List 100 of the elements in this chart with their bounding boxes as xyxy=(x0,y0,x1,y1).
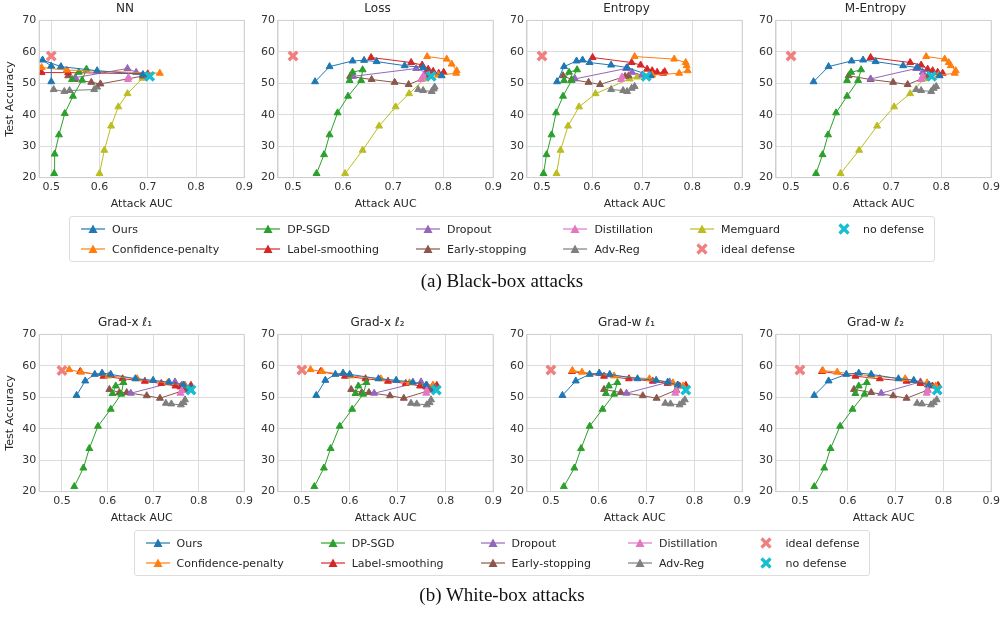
x-tick-label: 0.7 xyxy=(139,180,157,194)
legend-label: Early-stopping xyxy=(511,556,591,570)
x-axis-title: Attack AUC xyxy=(603,511,666,525)
y-tick-label: 40 xyxy=(22,421,37,435)
x-tick-label: 0.7 xyxy=(882,180,900,194)
x-tick-label: 0.8 xyxy=(436,494,455,508)
y-tick-label: 60 xyxy=(759,358,773,372)
y-tick-label: 30 xyxy=(22,139,37,153)
y-tick-label: 50 xyxy=(510,390,524,404)
y-tick-label: 40 xyxy=(759,107,773,121)
y-tick-label: 70 xyxy=(759,13,773,27)
y-tick-label: 20 xyxy=(261,484,275,498)
y-tick-label: 50 xyxy=(759,76,773,90)
legend-label: no defense xyxy=(862,222,924,236)
x-axis-title: Attack AUC xyxy=(852,197,915,211)
y-tick-label: 20 xyxy=(510,170,524,184)
y-tick-label: 50 xyxy=(261,390,275,404)
x-tick-label: 0.6 xyxy=(90,180,109,194)
x-axis-title: Attack AUC xyxy=(603,197,666,211)
legend-label: ideal defense xyxy=(720,242,795,256)
chart-title: Entropy xyxy=(603,1,650,16)
y-tick-label: 60 xyxy=(261,44,275,58)
x-tick-label: 0.6 xyxy=(334,180,352,194)
x-tick-label: 0.6 xyxy=(341,494,359,508)
y-tick-label: 40 xyxy=(510,107,524,121)
x-tick-label: 0.8 xyxy=(932,180,950,194)
x-tick-label: 0.7 xyxy=(388,494,407,508)
legend-label: DP-SGD xyxy=(351,536,395,550)
text: (a) Black-box attacks xyxy=(419,270,585,292)
y-tick-label: 50 xyxy=(510,76,524,90)
legend-label: Dropout xyxy=(447,222,492,236)
y-tick-label: 70 xyxy=(510,13,524,27)
chart-title: NN xyxy=(116,1,134,16)
x-tick-label: 0.5 xyxy=(542,494,560,508)
x-tick-label: 0.5 xyxy=(284,180,302,194)
x-tick-label: 0.7 xyxy=(637,494,656,508)
x-axis-title: Attack AUC xyxy=(852,511,915,525)
text: (b) White-box attacks xyxy=(418,584,586,606)
x-tick-label: 0.7 xyxy=(886,494,905,508)
x-tick-label: 0.9 xyxy=(733,180,751,194)
x-tick-label: 0.9 xyxy=(484,180,502,194)
y-tick-label: 40 xyxy=(22,107,37,121)
x-tick-label: 0.6 xyxy=(583,180,601,194)
x-tick-label: 0.5 xyxy=(791,494,809,508)
y-tick-label: 70 xyxy=(22,327,37,341)
y-tick-label: 60 xyxy=(510,358,524,372)
chart-title: Grad-w ℓ₁ xyxy=(598,315,656,330)
y-tick-label: 60 xyxy=(510,44,524,58)
y-tick-label: 40 xyxy=(510,421,524,435)
y-tick-label: 70 xyxy=(510,327,524,341)
y-tick-label: 70 xyxy=(261,13,275,27)
x-tick-label: 0.6 xyxy=(98,494,117,508)
x-tick-label: 0.5 xyxy=(533,180,551,194)
y-tick-label: 60 xyxy=(22,358,37,372)
x-tick-label: 0.8 xyxy=(685,494,704,508)
x-axis-title: Attack AUC xyxy=(110,197,173,211)
legend-label: Ours xyxy=(112,222,138,236)
x-tick-label: 0.9 xyxy=(982,494,1000,508)
y-tick-label: 30 xyxy=(759,139,773,153)
y-tick-label: 30 xyxy=(22,453,37,467)
legend-label: Distillation xyxy=(658,536,718,550)
chart-title: Grad-x ℓ₂ xyxy=(350,315,405,330)
x-axis-title: Attack AUC xyxy=(354,197,417,211)
y-tick-label: 30 xyxy=(261,453,275,467)
y-tick-label: 60 xyxy=(22,44,37,58)
x-tick-label: 0.8 xyxy=(934,494,953,508)
x-tick-label: 0.7 xyxy=(633,180,651,194)
y-tick-label: 30 xyxy=(261,139,275,153)
x-tick-label: 0.8 xyxy=(187,180,205,194)
x-tick-label: 0.5 xyxy=(293,494,311,508)
legend-label: Dropout xyxy=(511,536,557,550)
legend-label: Memguard xyxy=(720,222,780,236)
x-tick-label: 0.5 xyxy=(782,180,800,194)
legend-label: Distillation xyxy=(594,222,653,236)
y-tick-label: 40 xyxy=(261,421,275,435)
legend-label: Confidence-penalty xyxy=(112,242,220,256)
y-tick-label: 30 xyxy=(510,453,524,467)
legend-label: Adv-Reg xyxy=(594,242,640,256)
chart-title: Grad-w ℓ₂ xyxy=(847,315,905,330)
x-tick-label: 0.5 xyxy=(42,180,61,194)
x-axis-title: Attack AUC xyxy=(354,511,417,525)
chart-title: Grad-x ℓ₁ xyxy=(97,315,153,330)
legend-label: Adv-Reg xyxy=(658,556,705,570)
y-tick-label: 50 xyxy=(759,390,773,404)
y-tick-label: 20 xyxy=(261,170,275,184)
y-tick-label: 60 xyxy=(261,358,275,372)
x-tick-label: 0.5 xyxy=(53,494,71,508)
legend-label: Confidence-penalty xyxy=(176,556,284,570)
y-tick-label: 50 xyxy=(22,76,37,90)
x-tick-label: 0.6 xyxy=(839,494,857,508)
x-axis-title: Attack AUC xyxy=(110,511,173,525)
legend-label: ideal defense xyxy=(785,536,860,550)
x-tick-label: 0.9 xyxy=(484,494,502,508)
y-tick-label: 20 xyxy=(22,484,37,498)
y-tick-label: 40 xyxy=(261,107,275,121)
x-tick-label: 0.9 xyxy=(733,494,751,508)
y-tick-label: 60 xyxy=(759,44,773,58)
legend-label: Ours xyxy=(176,536,203,550)
y-tick-label: 70 xyxy=(261,327,275,341)
y-tick-label: 70 xyxy=(22,13,37,27)
